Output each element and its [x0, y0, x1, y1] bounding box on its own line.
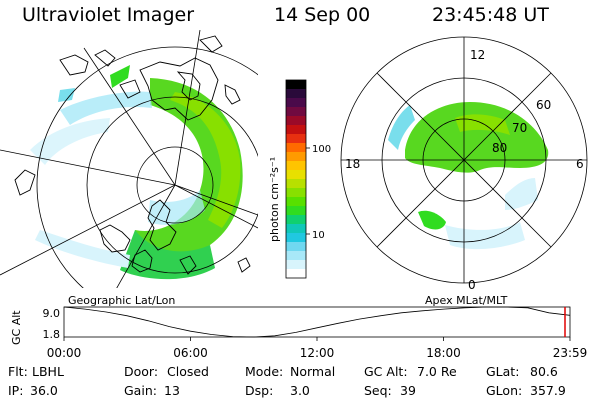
mlt-label-18: 18: [345, 157, 360, 171]
info-glon-key: GLon:: [486, 383, 522, 398]
mlt-label-12: 12: [470, 48, 485, 62]
time-tick-label: 06:00: [173, 346, 208, 360]
colorbar-cell: [286, 206, 306, 216]
colorbar-cell: [286, 107, 306, 117]
instrument-status: Flt: LBHL Door: Closed Mode: Normal GC A…: [8, 364, 566, 398]
info-door-key: Door:: [124, 364, 158, 379]
altitude-timeline: Geographic Lat/Lon Apex MLat/MLT GC Alt …: [10, 294, 587, 360]
colorbar-cell: [286, 116, 306, 126]
colorbar-cell: [286, 251, 306, 261]
time-ut: 23:45:48 UT: [432, 4, 549, 26]
altitude-tick-min: 1.8: [43, 328, 61, 341]
colorbar-tick-100: 100: [312, 144, 331, 155]
info-ip-key: IP:: [8, 383, 23, 398]
continent-outlines: [14, 35, 251, 275]
colorbar-cell: [286, 188, 306, 198]
left-panel-caption: Geographic Lat/Lon: [68, 294, 175, 307]
colorbar-cell: [286, 125, 306, 135]
mlt-label-6: 6: [576, 157, 584, 171]
geographic-map-panel: [0, 30, 258, 288]
info-door-value: Closed: [167, 364, 209, 379]
altitude-curve: [63, 306, 571, 338]
time-tick-label: 00:00: [47, 346, 82, 360]
time-tick-label: 23:59: [553, 346, 588, 360]
info-seq-key: Seq:: [364, 383, 392, 398]
colorbar-cell: [286, 224, 306, 234]
colorbar-cell: [286, 80, 306, 90]
magnetic-polar-panel: 12 18 6 0 60 70 80: [340, 36, 588, 292]
info-dsp-key: Dsp:: [245, 383, 273, 398]
colorbar-unit-label: photon cm⁻²s⁻¹: [268, 157, 281, 242]
colorbar-cell: [286, 233, 306, 243]
mlt-label-0: 0: [468, 278, 476, 292]
mlat-label-70: 70: [512, 121, 527, 135]
colorbar-cell: [286, 98, 306, 108]
altitude-tick-max: 9.0: [43, 307, 61, 320]
info-glat-key: GLat:: [486, 364, 519, 379]
info-dsp-value: 3.0: [290, 383, 310, 398]
time-tick-label: 12:00: [300, 346, 335, 360]
info-gcalt-value: 7.0 Re: [417, 364, 457, 379]
info-gcalt-key: GC Alt:: [364, 364, 408, 379]
mlat-label-60: 60: [536, 98, 551, 112]
right-panel-caption: Apex MLat/MLT: [425, 294, 508, 307]
colorbar-cell: [286, 152, 306, 162]
colorbar-cell: [286, 197, 306, 207]
colorbar-cell: [286, 215, 306, 225]
colorbar-tick-10: 10: [312, 230, 325, 241]
lat-lon-grid: [0, 30, 258, 288]
intensity-colorbar: 100 10 photon cm⁻²s⁻¹: [268, 79, 331, 279]
colorbar-cell: [286, 260, 306, 270]
mlat-mlt-grid: [340, 36, 588, 284]
colorbar-cell: [286, 161, 306, 171]
altitude-axis-label: GC Alt: [10, 310, 23, 345]
info-mode-key: Mode:: [245, 364, 283, 379]
colorbar-cell: [286, 143, 306, 153]
info-seq-value: 39: [400, 383, 416, 398]
colorbar-cell: [286, 179, 306, 189]
colorbar-cell: [286, 89, 306, 99]
time-tick-label: 18:00: [426, 346, 461, 360]
info-gain-key: Gain:: [124, 383, 157, 398]
colorbar-cell: [286, 269, 306, 279]
info-mode-value: Normal: [290, 364, 335, 379]
mlat-label-80: 80: [492, 141, 507, 155]
colorbar-cell: [286, 242, 306, 252]
info-glon-value: 357.9: [530, 383, 566, 398]
info-gain-value: 13: [164, 383, 180, 398]
info-glat-value: 80.6: [530, 364, 558, 379]
info-flt-value: LBHL: [32, 364, 64, 379]
date: 14 Sep 00: [274, 4, 371, 26]
colorbar-cell: [286, 170, 306, 180]
info-flt-key: Flt:: [8, 364, 28, 379]
auroral-emission-magnetic: [388, 102, 549, 250]
info-ip-value: 36.0: [30, 383, 58, 398]
colorbar-cell: [286, 134, 306, 144]
title: Ultraviolet Imager: [22, 4, 195, 26]
auroral-emission-geographic: [30, 65, 243, 280]
